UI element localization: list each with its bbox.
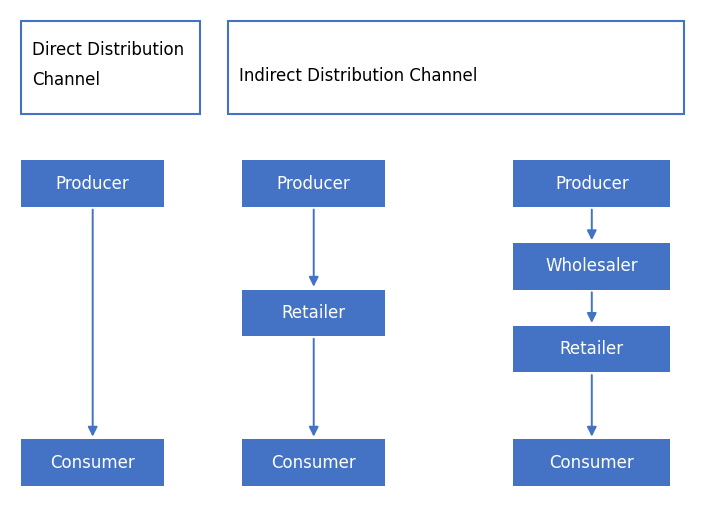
FancyBboxPatch shape bbox=[513, 326, 670, 372]
FancyBboxPatch shape bbox=[513, 160, 670, 207]
FancyBboxPatch shape bbox=[242, 160, 385, 207]
FancyBboxPatch shape bbox=[513, 439, 670, 486]
Text: Indirect Distribution Channel: Indirect Distribution Channel bbox=[239, 67, 477, 85]
FancyBboxPatch shape bbox=[21, 160, 164, 207]
Text: Direct Distribution
Channel: Direct Distribution Channel bbox=[32, 41, 184, 88]
FancyBboxPatch shape bbox=[242, 290, 385, 336]
Text: Producer: Producer bbox=[555, 175, 629, 192]
FancyBboxPatch shape bbox=[21, 439, 164, 486]
Text: Consumer: Consumer bbox=[272, 454, 356, 472]
Text: Consumer: Consumer bbox=[51, 454, 135, 472]
Text: Consumer: Consumer bbox=[550, 454, 634, 472]
Text: Retailer: Retailer bbox=[282, 304, 346, 322]
FancyBboxPatch shape bbox=[242, 439, 385, 486]
FancyBboxPatch shape bbox=[21, 21, 200, 114]
Text: Producer: Producer bbox=[277, 175, 351, 192]
FancyBboxPatch shape bbox=[228, 21, 684, 114]
Text: Wholesaler: Wholesaler bbox=[545, 257, 638, 275]
FancyBboxPatch shape bbox=[513, 243, 670, 290]
Text: Producer: Producer bbox=[56, 175, 130, 192]
Text: Retailer: Retailer bbox=[560, 340, 624, 358]
